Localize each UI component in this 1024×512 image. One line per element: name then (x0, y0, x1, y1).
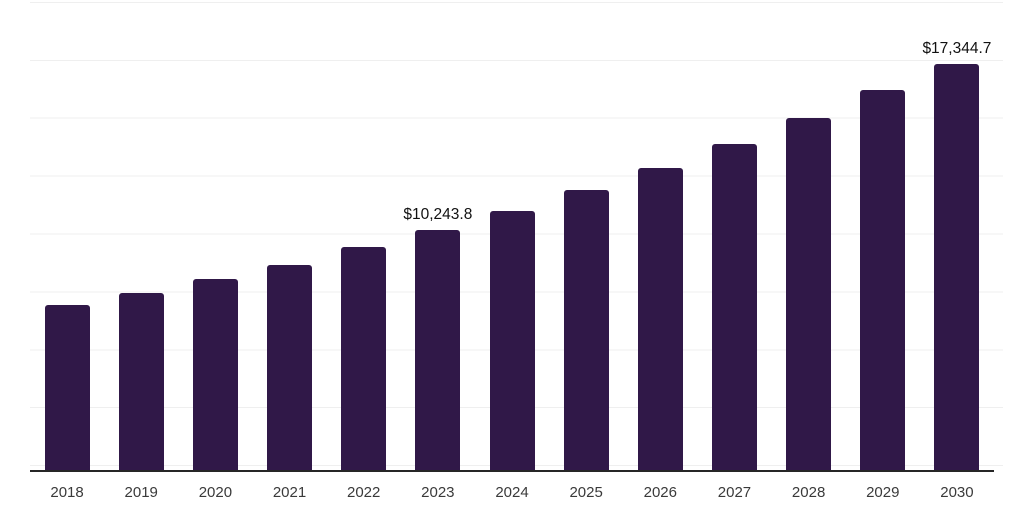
x-tick-2024: 2024 (495, 484, 529, 501)
x-tick-2028: 2028 (791, 484, 826, 501)
data-label-2030: $17,344.7 (922, 40, 992, 58)
x-tick-2023: 2023 (421, 484, 455, 501)
x-axis: 2018 2019 2020 2021 2022 2023 2024 2025 2026 2027… (30, 483, 994, 507)
x-tick-2027: 2027 (717, 484, 752, 501)
x-tick-2022: 2022 (347, 484, 381, 501)
bar-2018 (44, 305, 90, 470)
bar-2028 (786, 118, 832, 470)
bar-2019 (118, 293, 164, 470)
bar-2021 (267, 264, 313, 470)
bar-2024 (489, 211, 535, 470)
x-tick-2020: 2020 (198, 484, 233, 501)
bar-2027 (711, 143, 757, 470)
bar-2023 (415, 230, 461, 470)
x-tick-2025: 2025 (569, 484, 603, 501)
x-tick-2019: 2019 (124, 484, 158, 501)
x-axis-line (30, 470, 994, 472)
plot-area: $10,243.8 $17,344.7 (30, 2, 994, 470)
x-tick-2021: 2021 (272, 484, 307, 501)
x-tick-2030: 2030 (940, 484, 974, 501)
bar-2030 (934, 64, 980, 470)
x-tick-2026: 2026 (643, 484, 677, 501)
bar-2026 (637, 168, 683, 470)
bar-2020 (192, 279, 238, 470)
bar-2022 (341, 247, 387, 470)
data-label-2023: $10,243.8 (403, 206, 473, 224)
x-tick-2029: 2029 (866, 484, 900, 501)
bar-2029 (860, 89, 906, 470)
x-tick-2018: 2018 (50, 484, 84, 501)
bar-2025 (563, 190, 609, 470)
